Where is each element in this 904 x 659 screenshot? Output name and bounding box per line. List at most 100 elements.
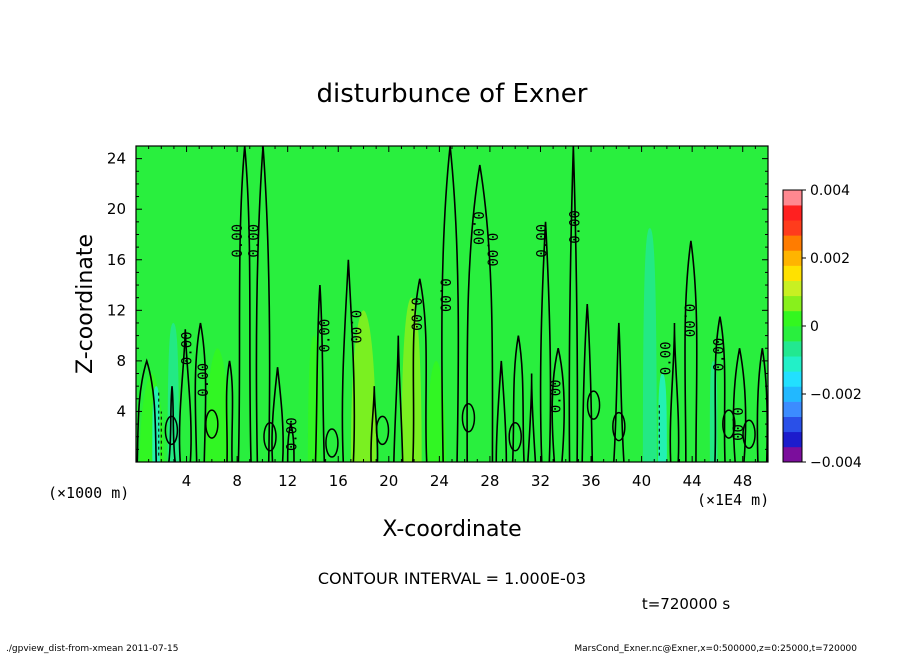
colorbar-cell [783,341,802,357]
colorbar-tick-label: 0 [810,319,819,335]
contour-small [508,421,522,452]
colorbar-ticks: 0.004 0.002 0 −0.002 −0.004 [802,183,862,471]
contour-small [722,409,736,439]
contour-zero [684,240,698,463]
x-scale-note: (×1E4 m) [697,491,769,509]
contour-zero [168,386,176,463]
contour-label: 0.00 [196,363,212,397]
colorbar-cell [783,416,802,433]
contour-small [586,390,601,420]
contour-zero [612,322,625,463]
colorbar-tick-label: −0.002 [810,387,862,403]
colorbar-cell [783,371,802,387]
contour-label: 0.00 [549,379,565,413]
contour-zero [314,284,326,463]
contour-label: 0.00 [729,407,745,441]
field-patch [658,373,667,462]
x-tick-label: 36 [581,472,600,490]
contour-label: 0.00 [712,338,728,372]
contour-label: 0.00 [483,233,499,267]
x-axis: 4 8 12 16 20 24 28 32 36 40 44 48 [148,146,756,490]
field-patch [401,297,422,462]
footer-left: ./gpview_dist-from-xmean 2011-07-15 [6,644,178,654]
y-tick-label: 12 [107,301,126,319]
contour-label: 0.00 [437,278,453,312]
x-tick-label: 32 [531,472,550,490]
contour-zero [551,348,565,463]
contour-zero [732,348,747,463]
colorbar-cell [783,326,802,342]
x-tick-label: 8 [232,472,242,490]
contour-small [325,428,339,458]
contour-zero [178,329,192,463]
contour-zero [669,322,680,463]
colorbar-cells [783,190,802,463]
contour-label: 0.00 [347,310,363,344]
footer-right: MarsCond_Exner.nc@Exner,x=0:500000,z=0:2… [574,644,857,654]
y-tick-label: 20 [107,200,126,218]
colorbar-cell [783,310,802,327]
contour-small [164,415,179,446]
contour-label: 0.00 [470,211,486,245]
contour-zero [393,335,404,463]
colorbar-cell [783,431,802,448]
colorbar-cell [783,235,802,251]
contour-lines [136,145,769,463]
contour-label: 0.00 [230,224,246,258]
contour-zero [581,303,594,463]
contour-zero [495,360,508,463]
contour-label: 0.00 [535,224,551,258]
colorbar-cell [783,280,802,297]
x-tick-label: 24 [430,472,449,490]
chart-title: disturbunce of Exner [317,79,588,109]
contour-label: 0.00 [408,297,424,331]
colorbar-tick-label: 0.002 [810,251,850,267]
field-patch [709,360,718,462]
contour-zero [511,335,525,463]
contour-labels: 0.000.000.00 0.000.000.00 0.00 0.000.000.00… [180,210,745,451]
contour-label: 0.00 [681,304,697,338]
colorbar-cell [783,401,802,417]
contour-zero [341,259,356,463]
contour-zero [194,322,207,463]
field-patches [139,228,718,462]
time-text: t=720000 s [642,595,730,613]
colorbar-cell [783,190,802,206]
x-unit-note: (×1000 m) [48,484,129,502]
contour-zero [466,164,494,463]
contour-zero [412,278,428,463]
field-patch [350,310,377,462]
contour-interval-text: CONTOUR INTERVAL = 1.000E-03 [318,569,586,588]
contour-zero [539,221,552,463]
x-axis-label: X-coordinate [382,517,521,542]
y-tick-label: 24 [107,150,126,168]
x-tick-label: 40 [632,472,651,490]
colorbar-cell [783,356,802,372]
contour-zero [225,360,234,463]
field-patch [426,360,446,462]
y-tick-label: 16 [107,251,126,269]
x-tick-label: 48 [733,472,752,490]
contour-label: 0.00 [284,417,300,451]
contour-label: 0.00 [659,341,675,375]
colorbar-cell [783,220,802,236]
y-tick-label: 8 [116,352,126,370]
contour-zero [136,358,158,463]
contour-label: 0.00 [180,331,196,365]
colorbar-cell [783,250,802,266]
plot-area: 0.000.000.00 0.000.000.00 0.00 0.000.000.00… [135,145,769,463]
colorbar-tick-label: 0.004 [810,183,850,199]
contour-label: 0.00 [247,224,263,258]
colorbar-cell [783,295,802,312]
x-tick-label: 20 [379,472,398,490]
contour-small [612,411,626,442]
colorbar-cell [783,386,802,402]
y-tick-label: 4 [116,402,126,420]
contour-label: 0.00 [317,319,333,353]
contour-small [205,409,219,439]
contour-zero [527,373,537,463]
field-patch [205,348,230,462]
contour-small [375,415,390,446]
